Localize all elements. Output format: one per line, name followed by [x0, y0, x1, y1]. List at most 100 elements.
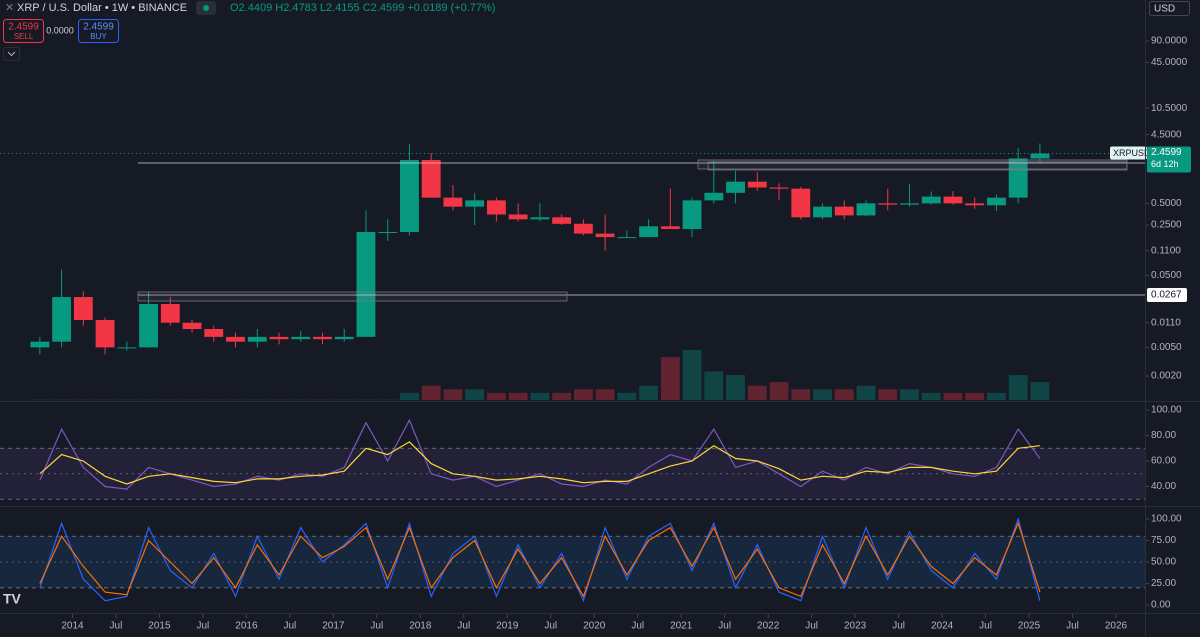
- volume-bar: [704, 371, 724, 400]
- zone-drawing[interactable]: [707, 161, 1128, 171]
- x-tick-label: Jul: [1066, 621, 1079, 632]
- symbol-title[interactable]: XRP / U.S. Dollar • 1W • BINANCE: [17, 2, 187, 14]
- collapse-button[interactable]: [3, 47, 20, 61]
- candle-body: [900, 203, 919, 205]
- candle-body: [595, 233, 615, 238]
- y-tick-label: 0.1100: [1151, 245, 1181, 256]
- y-tick-label: 0.0020: [1151, 371, 1182, 382]
- y-tick-label: 50.00: [1151, 557, 1176, 568]
- candle-body: [813, 206, 832, 218]
- volume-bar: [943, 392, 963, 400]
- x-tick-label: 2017: [322, 621, 345, 632]
- close-icon[interactable]: ✕: [5, 2, 14, 14]
- x-tick-label: 2019: [496, 621, 519, 632]
- x-tick-label: 2016: [235, 621, 258, 632]
- x-tick-label: Jul: [457, 621, 470, 632]
- y-tick-label: 100.00: [1151, 405, 1182, 416]
- x-tick-label: 2018: [409, 621, 432, 632]
- candle-body: [1030, 153, 1050, 159]
- level-label: 0.0267: [1151, 290, 1182, 301]
- volume-bar: [486, 392, 506, 400]
- volume-bar: [965, 392, 985, 400]
- volume-bar: [921, 392, 941, 400]
- candle-body: [160, 304, 180, 323]
- x-tick-label: 2023: [844, 621, 867, 632]
- y-tick-label: 0.5000: [1151, 198, 1182, 209]
- candle-body: [987, 197, 1006, 206]
- x-tick-label: Jul: [544, 621, 557, 632]
- volume-bar: [1030, 382, 1050, 400]
- candle-body: [356, 232, 376, 337]
- x-tick-label: Jul: [283, 621, 296, 632]
- x-tick-label: Jul: [631, 621, 644, 632]
- x-tick-label: 2024: [931, 621, 954, 632]
- x-tick-label: Jul: [718, 621, 731, 632]
- candle-body: [834, 206, 854, 216]
- volume-bar: [726, 375, 745, 400]
- volume-bar: [856, 385, 876, 400]
- y-tick-label: 0.0500: [1151, 270, 1182, 281]
- symbol-tag: [1110, 146, 1147, 160]
- y-tick-label: 4.5000: [1151, 129, 1182, 140]
- x-tick-label: Jul: [892, 621, 905, 632]
- candle-body: [921, 196, 941, 204]
- last-price-label: 2.4599: [1151, 147, 1182, 158]
- volume-bar: [813, 389, 832, 400]
- x-tick-label: Jul: [370, 621, 383, 632]
- candle-body: [30, 341, 50, 348]
- candle-body: [552, 217, 572, 224]
- x-tick-label: 2015: [148, 621, 171, 632]
- candle-body: [965, 203, 985, 206]
- symbol-label: XRPUSD: [1113, 148, 1151, 158]
- candle-body: [291, 336, 311, 340]
- zone-drawing[interactable]: [697, 159, 1128, 170]
- volume-bar: [617, 392, 637, 400]
- candle-body: [486, 200, 506, 215]
- candle-body: [769, 187, 789, 189]
- y-tick-label: 100.00: [1151, 514, 1182, 525]
- volume-bar: [639, 385, 659, 400]
- volume-bar: [660, 357, 680, 400]
- candle-body: [313, 336, 332, 340]
- currency: USD: [1154, 4, 1175, 15]
- candle-body: [334, 336, 354, 340]
- x-tick-label: Jul: [805, 621, 818, 632]
- y-tick-label: 10.5000: [1151, 103, 1188, 114]
- volume-bar: [400, 392, 419, 400]
- candle-body: [443, 197, 463, 207]
- candle-body: [95, 320, 115, 348]
- x-tick-label: Jul: [979, 621, 992, 632]
- x-tick-label: 2021: [670, 621, 693, 632]
- buy-button[interactable]: [78, 19, 119, 43]
- logo: TV: [3, 591, 22, 607]
- indicator-line: [39, 516, 1041, 603]
- y-tick-label: 0.2500: [1151, 220, 1182, 231]
- sell-button[interactable]: [3, 19, 44, 43]
- candle-body: [421, 159, 441, 198]
- volume-bar: [769, 382, 789, 400]
- candle-body: [465, 200, 485, 207]
- level-tag: [1147, 287, 1187, 302]
- plot-area: 90.0000 45.0000 10.5000 4.5000 0.5000 0.2500 0…: [0, 36, 1191, 632]
- candle-body: [182, 322, 202, 330]
- buy-price: 2.4599: [83, 22, 114, 33]
- candle-body: [117, 347, 137, 349]
- countdown: 6d 12h: [1151, 159, 1179, 169]
- candle-body: [878, 203, 898, 205]
- zone-drawing[interactable]: [137, 291, 568, 302]
- candle-body: [530, 217, 550, 220]
- volume-bar: [443, 389, 463, 400]
- spread: 0.0000: [46, 25, 74, 35]
- y-tick-label: 25.00: [1151, 578, 1176, 589]
- candle-body: [943, 196, 963, 204]
- x-tick-label: Jul: [197, 621, 210, 632]
- y-tick-label: 90.0000: [1151, 36, 1188, 47]
- volume-bar: [791, 389, 811, 400]
- volume-bar: [595, 389, 615, 400]
- candle-body: [791, 188, 811, 218]
- y-tick-label: 40.00: [1151, 481, 1176, 492]
- volume-bar: [682, 350, 702, 400]
- x-tick-label: 2020: [583, 621, 606, 632]
- currency-button[interactable]: [1149, 1, 1190, 16]
